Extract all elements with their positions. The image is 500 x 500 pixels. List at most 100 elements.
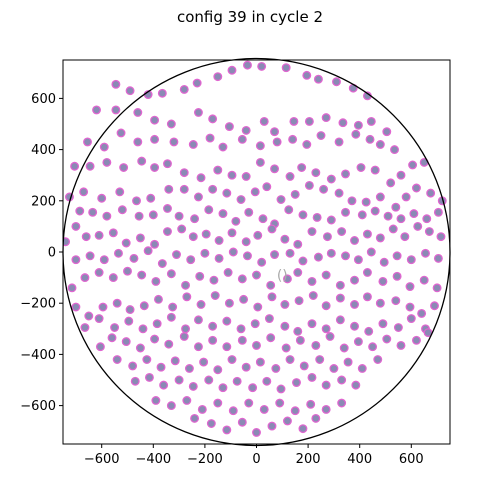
data-point (150, 239, 160, 249)
data-point (182, 396, 192, 405)
data-point (272, 137, 282, 147)
data-point (264, 314, 274, 324)
data-point (383, 211, 393, 221)
y-tick-label: −600 (20, 399, 56, 414)
data-point (196, 173, 206, 183)
data-point (81, 232, 91, 242)
data-point (329, 364, 339, 373)
data-point (326, 248, 336, 258)
data-point (311, 168, 321, 178)
data-point (276, 195, 286, 204)
data-point (143, 246, 153, 256)
data-point (298, 256, 308, 266)
data-point (378, 319, 388, 329)
data-point (289, 116, 299, 126)
data-point (146, 193, 156, 203)
data-point (67, 283, 77, 293)
data-point (237, 134, 247, 144)
data-point (430, 301, 439, 311)
data-point (208, 335, 218, 345)
data-point (119, 163, 129, 172)
data-point (179, 168, 189, 178)
data-point (337, 375, 347, 385)
data-point (193, 315, 203, 325)
data-point (250, 319, 260, 329)
data-point (188, 232, 198, 242)
data-point (422, 214, 432, 224)
data-point (99, 255, 109, 265)
data-point (121, 238, 131, 248)
data-point (400, 232, 410, 242)
data-point (150, 115, 160, 125)
data-point (154, 294, 163, 304)
data-point (172, 250, 181, 260)
data-point (290, 189, 300, 199)
data-point (412, 335, 421, 345)
data-point (170, 356, 180, 366)
data-point (293, 268, 303, 277)
data-point (391, 296, 401, 306)
data-point (117, 205, 127, 215)
data-point (179, 332, 189, 341)
data-point (71, 221, 81, 231)
data-point (166, 312, 176, 322)
data-point (94, 268, 104, 277)
data-point (311, 413, 321, 423)
data-point (432, 283, 442, 293)
data-point (232, 376, 242, 386)
data-point (270, 164, 280, 174)
data-point (63, 237, 71, 247)
data-point (133, 137, 143, 147)
data-point (164, 184, 174, 194)
data-point (335, 293, 345, 303)
data-point (125, 305, 135, 315)
data-point (341, 207, 350, 217)
chart-title: config 39 in cycle 2 (177, 8, 323, 26)
data-point (123, 266, 132, 276)
data-point (347, 196, 357, 206)
annotations: () (277, 268, 288, 284)
data-point (270, 250, 280, 260)
data-point (236, 195, 246, 204)
data-point (298, 210, 308, 220)
data-point (150, 134, 160, 144)
data-point (323, 232, 332, 242)
data-point (166, 269, 176, 279)
data-point (292, 378, 301, 388)
data-point (283, 274, 292, 284)
data-point (115, 187, 125, 197)
data-point (163, 227, 172, 236)
data-point (321, 404, 331, 414)
data-point (128, 361, 138, 371)
data-point (169, 137, 179, 147)
data-point (85, 251, 95, 261)
data-point (222, 342, 232, 352)
data-points (63, 60, 447, 437)
data-point (237, 417, 247, 427)
data-point (433, 253, 443, 263)
data-point (248, 383, 258, 393)
data-point (190, 413, 200, 423)
data-point (250, 187, 260, 197)
data-point (174, 375, 184, 385)
data-point (259, 404, 269, 414)
data-point (237, 335, 247, 345)
data-point (108, 228, 118, 238)
data-point (151, 276, 161, 286)
data-point (112, 355, 122, 364)
y-tick-label: −200 (20, 297, 56, 312)
data-point (421, 248, 430, 258)
data-point (267, 292, 277, 302)
data-point (166, 401, 176, 411)
data-point (166, 119, 176, 129)
data-point (335, 280, 345, 290)
data-point (280, 234, 290, 244)
data-point (227, 228, 237, 238)
data-point (80, 323, 90, 332)
data-point (241, 125, 251, 135)
data-point (253, 302, 263, 312)
data-point (267, 421, 277, 431)
x-axis-ticks: −600 −400 −200 0 200 400 600 (84, 444, 424, 467)
data-point (184, 364, 194, 373)
data-point (361, 197, 371, 207)
